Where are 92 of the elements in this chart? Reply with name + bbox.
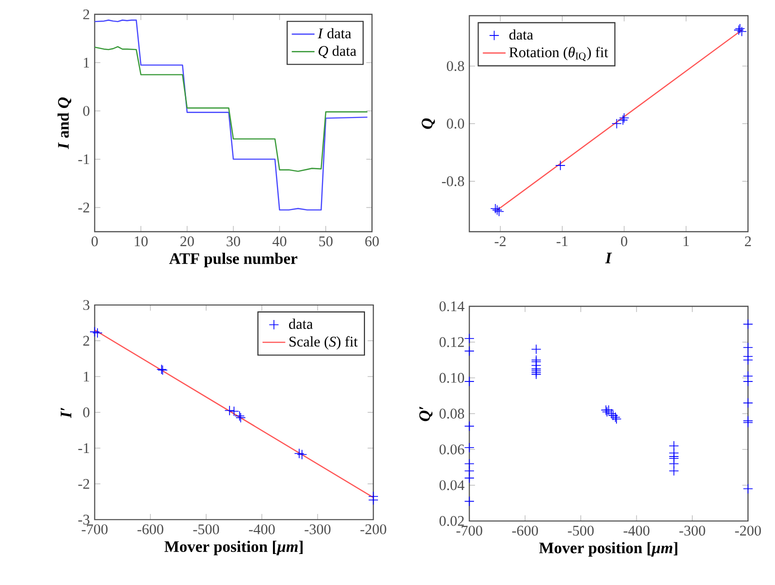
point [296,449,308,460]
y-tick-label: -2 [78,202,90,212]
point [555,160,566,170]
point [294,448,304,459]
y-axis-title: Q′ [419,406,432,422]
point [464,333,474,344]
y-tick-label: -0.8 [442,176,464,186]
line-series [94,46,368,172]
x-tick-label: 40 [272,236,286,246]
y-tick-label: 0.14 [440,301,464,312]
point [742,484,754,494]
x-tick-label: 0 [621,236,628,246]
y-tick-label: 1 [84,58,90,68]
point [742,319,754,330]
x-tick-label: -600 [138,524,164,534]
y-tick-label: -2 [78,479,90,489]
y-tick-label: 0.0 [446,118,464,129]
x-tick-label: -700 [82,524,108,534]
y-axis-title: Q [422,118,435,129]
y-tick-label: 0 [83,407,90,418]
x-tick-label: 20 [180,236,194,246]
x-tick-label: -300 [304,524,330,534]
y-axis-title: I′ [60,408,72,418]
x-tick-label: 50 [319,236,333,246]
y-tick-label: 0.8 [446,61,464,72]
line-series [94,20,368,211]
y-tick-label: 0.04 [440,480,464,490]
point [464,346,474,356]
point [464,421,474,432]
y-tick-label: -1 [78,154,90,164]
y-tick-label: 2 [83,336,90,346]
point [668,458,679,469]
legend-label: I data [318,28,352,38]
point [464,376,474,387]
legend-label: Rotation (θ$_{IQ}$) fit [509,46,608,62]
y-tick-label: 2 [83,9,90,20]
x-axis-title: Mover position [μm] [164,540,303,556]
y-tick-label: -1 [78,443,90,453]
y-tick-label: 0 [83,106,90,116]
point [464,496,474,506]
x-tick-label: -700 [456,526,482,536]
point [742,376,754,387]
y-axis-title: I and Q [58,97,72,150]
point [619,112,630,123]
x-tick-label: -2 [494,236,506,246]
point [668,440,679,451]
legend-label: Scale (S) fit [290,336,358,350]
point [736,26,747,37]
y-tick-label: 0.06 [440,444,464,454]
point [464,458,474,469]
x-tick-label: -200 [360,524,386,534]
y-tick-label: 0.08 [440,408,464,419]
point [464,442,474,453]
legend-label: Q data [318,46,356,58]
x-axis-title: ATF pulse number [169,252,298,268]
x-tick-label: 10 [134,236,148,246]
point [464,466,474,476]
point [742,398,754,408]
x-tick-label: -500 [193,524,220,534]
x-tick-label: -1 [556,236,568,246]
point [531,344,542,354]
point [742,354,754,366]
point [618,114,628,126]
x-tick-label: -600 [512,526,538,536]
x-tick-label: -400 [624,526,650,536]
y-tick-label: 0.02 [440,516,464,526]
x-tick-label: 30 [226,236,240,246]
x-axis-title: I [605,252,612,264]
legend-label: data [289,318,313,329]
x-tick-label: -200 [735,526,761,536]
x-tick-label: 0 [92,236,98,246]
x-axis-title: Mover position [μm] [539,542,678,557]
point [464,472,474,484]
y-tick-label: 3 [83,300,90,310]
legend-label: data [509,29,534,40]
y-tick-label: 1 [84,372,90,382]
y-tick-label: 0.12 [440,337,464,348]
x-tick-label: 2 [744,236,751,246]
x-tick-label: -300 [679,526,706,536]
point [368,494,378,506]
x-tick-label: 60 [365,236,379,246]
x-tick-label: 1 [684,236,689,246]
x-tick-label: -400 [248,524,275,534]
point [668,466,679,476]
point [92,328,103,338]
point [742,342,754,353]
point [224,405,235,416]
x-tick-label: -500 [568,526,594,536]
point [612,118,622,129]
y-tick-label: -3 [78,514,90,525]
y-tick-label: 0.10 [440,372,464,383]
point [90,326,100,337]
